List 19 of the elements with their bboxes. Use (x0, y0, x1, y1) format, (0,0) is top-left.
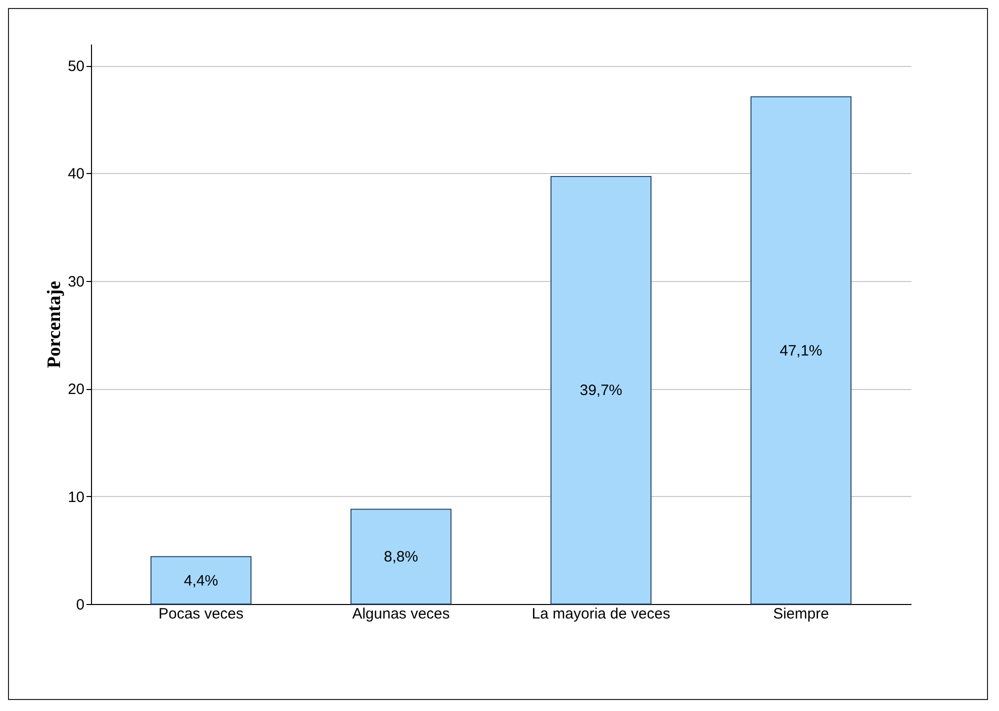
bar (550, 176, 652, 604)
y-tick-label: 50 (68, 58, 84, 76)
y-tick-label: 10 (68, 488, 84, 506)
bar (750, 96, 852, 604)
data-label: 47,1% (780, 342, 822, 360)
bar (150, 556, 252, 604)
y-axis-title: Porcentaje (44, 280, 65, 368)
x-tick-label: Siempre (773, 606, 829, 622)
y-tick-label: 0 (76, 596, 84, 614)
data-label: 8,8% (384, 548, 418, 566)
x-tick-label: Algunas veces (352, 606, 450, 622)
x-tick-label: Pocas veces (158, 606, 244, 622)
bar (350, 508, 452, 604)
y-tick-label: 30 (68, 273, 84, 290)
x-tick-label: La mayoria de veces (532, 606, 670, 622)
data-label: 39,7% (580, 382, 622, 400)
y-tick-label: 20 (68, 381, 84, 398)
y-tick-label: 40 (68, 166, 84, 183)
data-label: 4,4% (184, 572, 218, 590)
